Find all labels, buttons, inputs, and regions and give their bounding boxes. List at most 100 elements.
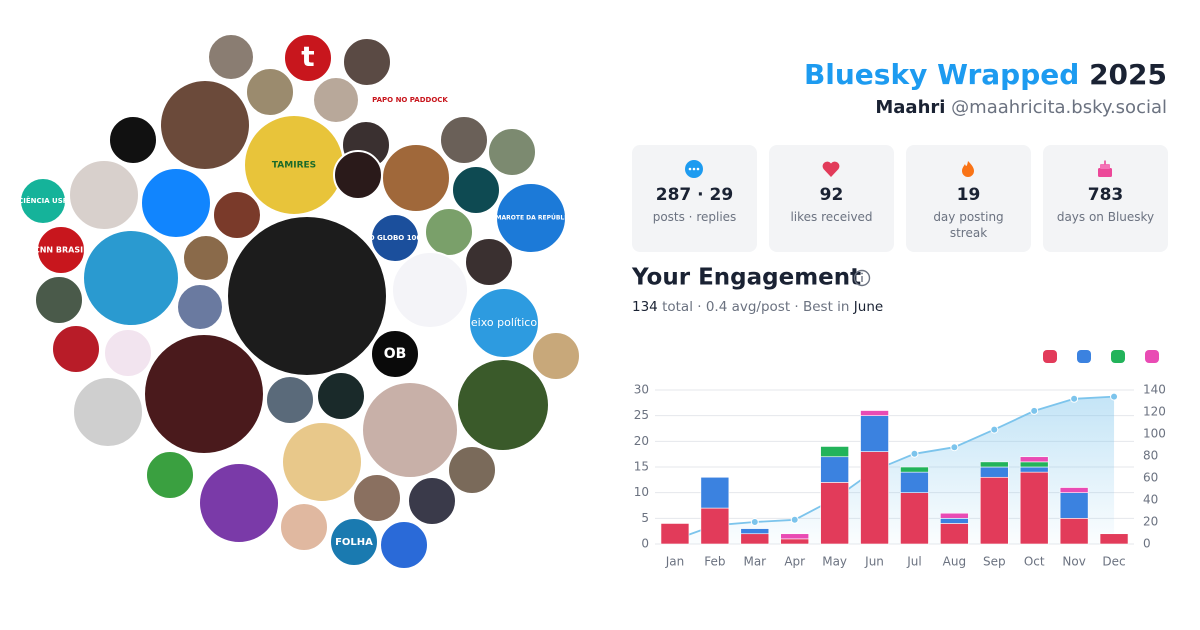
avatar [19, 177, 67, 225]
section-title: Your Engagement [631, 265, 861, 291]
wrapped-title: Bluesky Wrapped 2025 [804, 58, 1167, 91]
line-marker [750, 518, 759, 526]
bar-segment [700, 476, 730, 509]
line-marker [1030, 406, 1039, 415]
bar-segment [820, 446, 849, 458]
avatar [391, 251, 469, 329]
stat-icon [1098, 160, 1112, 177]
stat-card: 19 day posting streak [906, 145, 1031, 252]
bar-segment [900, 466, 929, 473]
title: Bluesky Wrapped [804, 58, 1079, 91]
x-tick-label: Jun [864, 555, 884, 569]
avatar [143, 333, 265, 455]
avatar [108, 115, 158, 165]
bar-segment [860, 410, 889, 416]
legend-icon[interactable] [1111, 350, 1125, 363]
bar-segment [1019, 461, 1049, 468]
legend-icon[interactable] [1077, 350, 1091, 363]
avatar [82, 229, 180, 327]
avatar [381, 143, 451, 213]
summary: total · 0.4 avg/post · Best in [662, 299, 849, 315]
avatar [265, 375, 315, 425]
y-tick-label: 20 [634, 434, 649, 448]
avatar [381, 71, 439, 129]
user-name: Maahri [875, 97, 945, 118]
bar-segment [820, 456, 849, 483]
avatar [226, 215, 388, 377]
x-tick-label: May [822, 555, 847, 569]
avatar-label: OB [384, 346, 407, 362]
stat-label: likes received [790, 210, 873, 224]
y2-tick-label: 40 [1143, 493, 1158, 507]
y-tick-label: 0 [641, 537, 649, 551]
avatar [370, 329, 420, 379]
avatar-label: CNN BRASIL [34, 246, 88, 255]
avatar [531, 331, 581, 381]
y-tick-label: 10 [634, 485, 649, 499]
avatar [140, 167, 212, 239]
stat-label: day posting streak [933, 210, 1004, 240]
bar-segment [700, 507, 730, 545]
avatar-label: O GLOBO 100 [369, 234, 422, 242]
best-month: June [853, 299, 883, 315]
legend-icon[interactable] [1145, 350, 1159, 363]
y-tick-label: 25 [634, 408, 649, 422]
y2-tick-label: 20 [1143, 515, 1158, 529]
avatar [333, 150, 383, 200]
bar-segment [740, 533, 770, 545]
bar-segment [900, 492, 929, 545]
avatar [159, 79, 251, 171]
avatar [342, 37, 392, 87]
bar-segment [900, 471, 929, 493]
stat-icon [822, 161, 840, 177]
stat-icon [962, 161, 974, 177]
avatar [495, 182, 567, 254]
engagement-summary: 134 total · 0.4 avg/post · Best in June [632, 299, 883, 315]
avatar-cloud: t PAPO NO PADDOCK TAMIRES CIÊNCIA USP CAMARO… [18, 33, 581, 570]
bar-segment [1059, 487, 1089, 493]
stat-label: days on Bluesky [1056, 210, 1155, 224]
x-tick-label: Nov [1062, 555, 1085, 569]
avatar [176, 283, 224, 331]
avatar [451, 165, 501, 215]
y2-tick-label: 60 [1143, 471, 1158, 485]
bar-segment [860, 451, 889, 545]
x-tick-label: Jan [665, 555, 685, 569]
bar-segment [1059, 492, 1089, 519]
y-tick-label: 30 [634, 383, 649, 397]
line-marker [950, 443, 959, 452]
user-line: Maahri @maahricita.bsky.social [875, 97, 1167, 118]
x-tick-label: Aug [943, 555, 966, 569]
avatar [407, 476, 457, 526]
avatar [361, 381, 459, 479]
bar-segment [860, 415, 889, 452]
legend-icon[interactable] [1043, 350, 1057, 363]
stat-label: posts · replies [652, 210, 737, 224]
x-tick-label: Jul [906, 555, 921, 569]
bar-segment [940, 523, 969, 545]
avatar [283, 33, 333, 83]
avatar [145, 450, 195, 500]
avatar-label: t [301, 40, 314, 73]
user-handle: @maahricita.bsky.social [951, 97, 1167, 118]
avatar-label: PAPO NO PADDOCK [372, 96, 448, 104]
y-tick-label: 5 [641, 511, 649, 525]
bar-segment [940, 512, 969, 519]
avatar [72, 376, 144, 448]
line-marker [990, 425, 999, 434]
info-icon[interactable] [853, 269, 871, 287]
x-tick-label: Mar [743, 555, 766, 569]
legend [1043, 350, 1159, 363]
line-marker [790, 515, 799, 524]
bar-segment [820, 482, 849, 545]
avatar [182, 234, 230, 282]
avatar [279, 502, 329, 552]
line-marker [1070, 394, 1079, 403]
bar-segment [940, 518, 969, 524]
avatar-label: CAMAROTE DA REPÚBLICA [486, 215, 575, 222]
x-tick-label: Dec [1102, 555, 1125, 569]
x-tick-label: Feb [704, 555, 725, 569]
avatar [439, 115, 489, 165]
chart: 0 5 10 15 20 25 30 0 20 40 60 80 100 120 140 Jan Feb Mar A… [634, 383, 1166, 569]
